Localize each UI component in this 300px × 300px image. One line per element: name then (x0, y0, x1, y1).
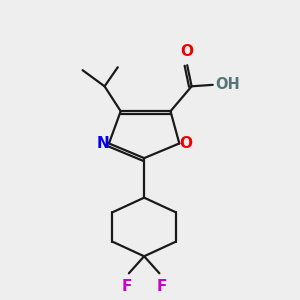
Text: F: F (122, 279, 132, 294)
Text: O: O (179, 136, 192, 151)
Text: O: O (181, 44, 194, 59)
Text: F: F (157, 279, 167, 294)
Text: OH: OH (215, 77, 240, 92)
Text: N: N (96, 136, 109, 151)
